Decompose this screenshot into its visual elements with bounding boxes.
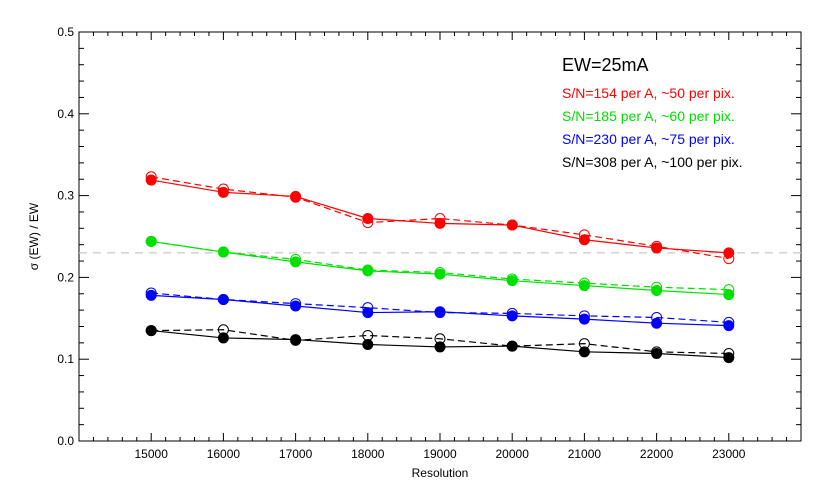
- filled-marker: [578, 346, 590, 358]
- legend-entry: S/N=185 per A, ~60 per pix.: [562, 108, 735, 124]
- x-tick-label: 19000: [423, 447, 457, 461]
- filled-marker: [290, 334, 302, 346]
- filled-marker: [217, 186, 229, 198]
- series-1: [145, 171, 735, 265]
- filled-marker: [217, 332, 229, 344]
- legend-entry: S/N=308 per A, ~100 per pix.: [562, 154, 743, 170]
- legend-entry: S/N=154 per A, ~50 per pix.: [562, 85, 735, 101]
- filled-marker: [434, 341, 446, 353]
- x-tick-label: 21000: [568, 447, 602, 461]
- filled-marker: [145, 289, 157, 301]
- filled-marker: [217, 293, 229, 305]
- filled-marker: [362, 213, 374, 225]
- filled-marker: [506, 219, 518, 231]
- x-tick-label: 17000: [279, 447, 313, 461]
- filled-marker: [290, 300, 302, 312]
- y-tick-label: 0.1: [57, 352, 74, 366]
- y-tick-label: 0.0: [57, 434, 74, 448]
- filled-marker: [723, 247, 735, 259]
- filled-marker: [145, 235, 157, 247]
- ticks-layer: 15000 16000 17000 18000 19000 20000 21000 22000…: [57, 25, 801, 461]
- y-tick-label: 0.5: [57, 25, 74, 39]
- y-tick-label: 0.2: [57, 270, 74, 284]
- y-tick-label: 0.4: [57, 107, 74, 121]
- legend-title: EW=25mA: [562, 55, 649, 75]
- series-2: [145, 235, 735, 301]
- legend: EW=25mA S/N=154 per A, ~50 per pix. S/N=1…: [562, 55, 743, 170]
- series-dashed-line: [151, 176, 729, 260]
- x-tick-label: 22000: [640, 447, 674, 461]
- filled-marker: [578, 313, 590, 325]
- series-dashed-line: [151, 240, 729, 291]
- filled-marker: [145, 325, 157, 337]
- x-tick-label: 20000: [496, 447, 530, 461]
- x-tick-label: 18000: [351, 447, 385, 461]
- filled-marker: [651, 284, 663, 296]
- filled-marker: [651, 347, 663, 359]
- filled-marker: [290, 256, 302, 268]
- series-4: [145, 324, 735, 364]
- y-axis-label: σ (EW) / EW: [27, 202, 41, 270]
- filled-marker: [723, 320, 735, 332]
- series-dashed-line: [151, 329, 729, 355]
- filled-marker: [145, 174, 157, 186]
- filled-marker: [723, 289, 735, 301]
- series-solid-line: [151, 240, 729, 296]
- x-tick-label: 16000: [207, 447, 241, 461]
- filled-marker: [578, 234, 590, 246]
- filled-marker: [434, 217, 446, 229]
- x-tick-label: 23000: [712, 447, 746, 461]
- x-axis-label: Resolution: [412, 466, 469, 480]
- filled-marker: [506, 340, 518, 352]
- filled-marker: [362, 338, 374, 350]
- series-solid-line: [151, 179, 729, 254]
- filled-marker: [362, 265, 374, 277]
- x-tick-label: 15000: [135, 447, 169, 461]
- filled-marker: [506, 275, 518, 287]
- legend-entry: S/N=230 per A, ~75 per pix.: [562, 131, 735, 147]
- filled-marker: [362, 307, 374, 319]
- filled-marker: [217, 246, 229, 258]
- filled-marker: [651, 242, 663, 254]
- filled-marker: [434, 306, 446, 318]
- filled-marker: [434, 268, 446, 280]
- filled-marker: [723, 352, 735, 364]
- series-3: [145, 287, 735, 332]
- filled-marker: [506, 310, 518, 322]
- filled-marker: [290, 190, 302, 202]
- filled-marker: [651, 317, 663, 329]
- y-tick-label: 0.3: [57, 189, 74, 203]
- filled-marker: [578, 280, 590, 292]
- series-layer: [145, 171, 735, 364]
